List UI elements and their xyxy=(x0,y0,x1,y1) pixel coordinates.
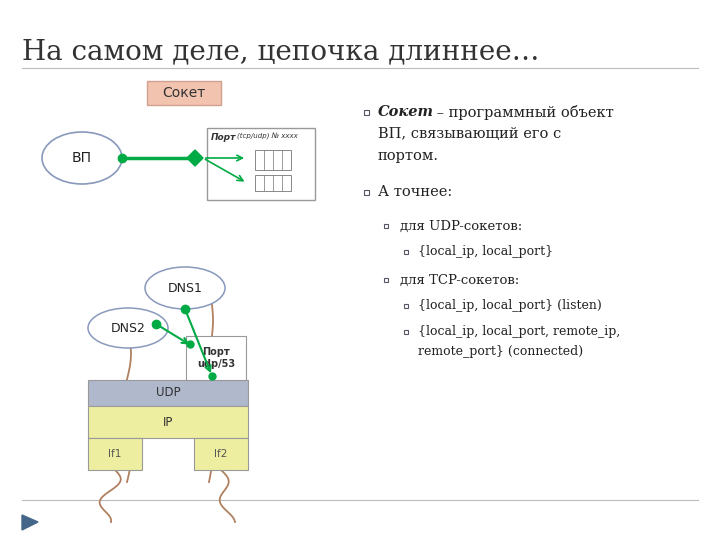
Bar xyxy=(384,278,388,282)
Text: IP: IP xyxy=(163,415,174,429)
Ellipse shape xyxy=(42,132,122,184)
Text: If2: If2 xyxy=(215,449,228,459)
Bar xyxy=(194,438,248,470)
Bar xyxy=(404,330,408,334)
Bar xyxy=(364,190,369,194)
Text: А точнее:: А точнее: xyxy=(378,185,452,199)
Bar xyxy=(207,128,315,200)
Bar xyxy=(384,224,388,228)
Bar xyxy=(255,175,291,191)
Text: remote_port} (connected): remote_port} (connected) xyxy=(418,346,583,359)
FancyBboxPatch shape xyxy=(147,81,221,105)
Text: Сокет: Сокет xyxy=(163,86,206,100)
Text: {local_ip, local_port}: {local_ip, local_port} xyxy=(418,246,553,259)
Text: {local_ip, local_port, remote_ip,: {local_ip, local_port, remote_ip, xyxy=(418,326,620,339)
Text: (tcp/udp) № xxxx: (tcp/udp) № xxxx xyxy=(237,133,298,140)
Text: Сокет: Сокет xyxy=(378,105,434,119)
Polygon shape xyxy=(187,150,203,166)
Text: DNS1: DNS1 xyxy=(168,281,202,294)
Text: UDP: UDP xyxy=(156,387,180,400)
Text: портом.: портом. xyxy=(378,149,439,163)
Text: – программный объект: – программный объект xyxy=(432,105,613,119)
Bar xyxy=(255,150,291,170)
Text: для TCP-сокетов:: для TCP-сокетов: xyxy=(400,273,519,287)
Text: ВП: ВП xyxy=(72,151,92,165)
Text: {local_ip, local_port} (listen): {local_ip, local_port} (listen) xyxy=(418,300,602,313)
Bar xyxy=(404,250,408,254)
Text: Порт: Порт xyxy=(211,133,236,142)
Text: На самом деле, цепочка длиннее…: На самом деле, цепочка длиннее… xyxy=(22,38,539,65)
Text: ВП, связывающий его с: ВП, связывающий его с xyxy=(378,127,562,141)
Bar xyxy=(88,438,142,470)
Ellipse shape xyxy=(145,267,225,309)
Bar xyxy=(364,110,369,114)
Text: Порт
udp/53: Порт udp/53 xyxy=(197,347,235,369)
Bar xyxy=(88,406,248,438)
Ellipse shape xyxy=(88,308,168,348)
Text: для UDP-сокетов:: для UDP-сокетов: xyxy=(400,219,522,233)
Bar xyxy=(404,304,408,308)
Bar xyxy=(88,380,248,406)
Text: If1: If1 xyxy=(108,449,122,459)
Bar xyxy=(186,336,246,380)
Polygon shape xyxy=(22,515,38,530)
Text: DNS2: DNS2 xyxy=(111,321,145,334)
